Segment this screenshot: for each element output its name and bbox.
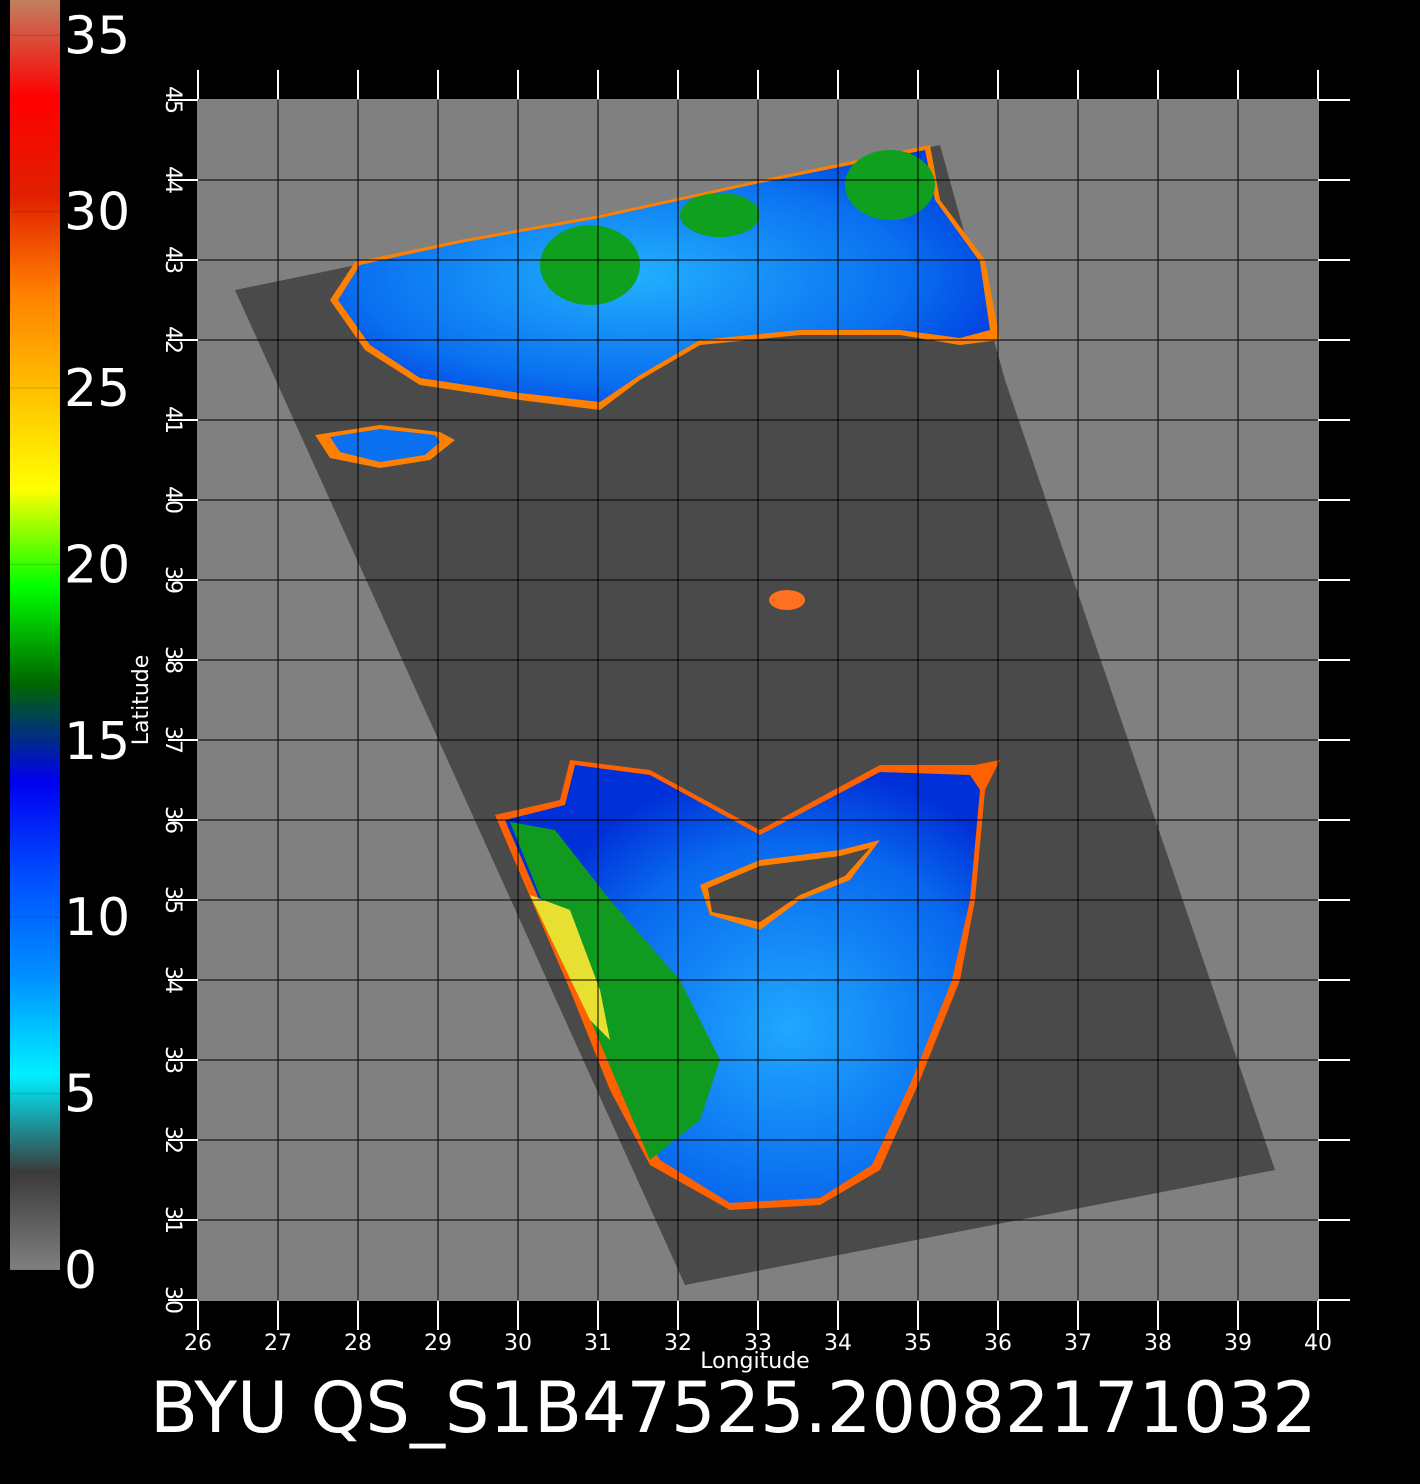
x-tick-label: 26: [184, 1331, 212, 1356]
x-tick-label: 32: [664, 1331, 692, 1356]
colorbar-label: 20: [64, 535, 130, 595]
title: BYU QS_S1B47525.20082171032: [150, 1367, 1317, 1449]
colorbar-label: 15: [64, 712, 130, 772]
y-tick-label: 35: [160, 886, 185, 914]
y-tick-label: 37: [160, 726, 185, 754]
x-tick-label: 27: [264, 1331, 292, 1356]
x-tick-label: 28: [344, 1331, 372, 1356]
y-tick-label: 42: [160, 326, 185, 354]
y-tick-label: 31: [160, 1206, 185, 1234]
x-tick-label: 30: [504, 1331, 532, 1356]
y-tick-label: 43: [160, 246, 185, 274]
wind-patch: [530, 895, 610, 1040]
y-tick-label: 38: [160, 646, 185, 674]
y-tick-label: 45: [160, 86, 185, 114]
colorbar: 0 5 10 15 20 25 30 35: [10, 0, 130, 1301]
black-sea: [338, 150, 990, 402]
x-axis-label: Longitude: [700, 1349, 809, 1374]
y-tick-label: 32: [160, 1126, 185, 1154]
wind-patch: [510, 822, 720, 1160]
x-tick-label: 33: [744, 1331, 772, 1356]
colorbar-label: 10: [64, 888, 130, 948]
x-tick-label: 39: [1224, 1331, 1252, 1356]
cyprus: [708, 848, 870, 922]
x-tick-label: 29: [424, 1331, 452, 1356]
colorbar-scale: [10, 0, 60, 1270]
y-tick-label: 30: [160, 1286, 185, 1314]
y-tick-label: 34: [160, 966, 185, 994]
y-tick-label: 33: [160, 1046, 185, 1074]
y-tick-label: 36: [160, 806, 185, 834]
colorbar-label: 30: [64, 183, 130, 243]
wind-patch: [680, 193, 760, 237]
x-tick-label: 31: [584, 1331, 612, 1356]
wind-patch: [769, 590, 805, 610]
x-tick-label: 37: [1064, 1331, 1092, 1356]
x-tick-label: 35: [904, 1331, 932, 1356]
colorbar-label: 25: [64, 359, 130, 419]
swath: [235, 145, 1275, 1285]
y-tick-label: 39: [160, 566, 185, 594]
y-tick-label: 41: [160, 406, 185, 434]
wind-patch: [540, 225, 640, 305]
x-tick-label: 40: [1304, 1331, 1332, 1356]
colorbar-label: 0: [64, 1241, 97, 1301]
wind-patch: [845, 150, 935, 220]
x-tick-label: 38: [1144, 1331, 1172, 1356]
x-tick-label: 34: [824, 1331, 852, 1356]
colorbar-label: 5: [64, 1065, 97, 1125]
y-tick-label: 44: [160, 166, 185, 194]
x-tick-label: 36: [984, 1331, 1012, 1356]
colorbar-label: 35: [64, 6, 130, 66]
y-tick-label: 40: [160, 486, 185, 514]
y-axis-label: Latitude: [129, 655, 154, 746]
